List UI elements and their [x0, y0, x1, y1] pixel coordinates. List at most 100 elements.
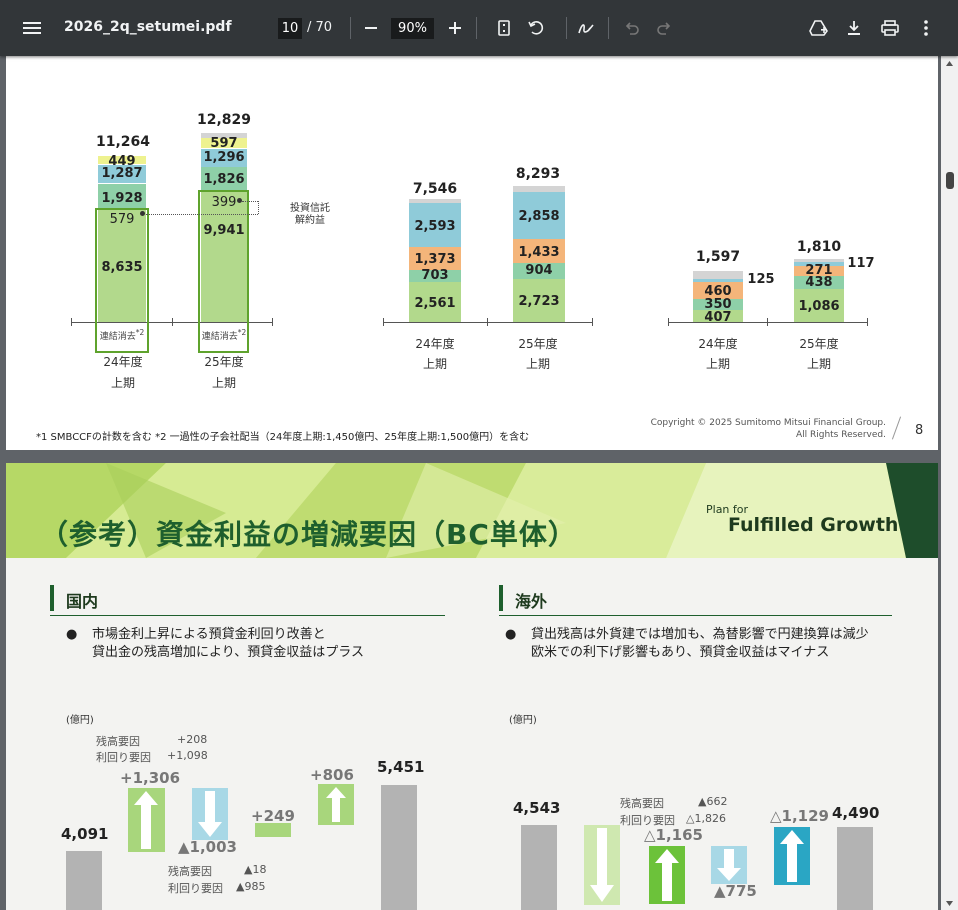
page-count: / 70	[307, 20, 333, 35]
bar-segment	[794, 276, 844, 289]
download-icon[interactable]	[844, 18, 864, 38]
bullet-text: 市場金利上昇による預貸金利回り改善と 貸出金の残高増加により、預貸金収益はプラス	[92, 627, 364, 660]
total-label: 1,810	[796, 239, 842, 255]
highlight-box	[95, 208, 149, 353]
zoom-in-icon[interactable]	[446, 18, 464, 38]
zoom-level-input[interactable]: 90%	[391, 18, 434, 39]
waterfall-bar	[381, 785, 417, 910]
x-label: 上期	[525, 357, 550, 371]
toolbar-divider	[566, 17, 567, 39]
redo-icon[interactable]	[654, 18, 674, 38]
title-banner	[6, 463, 938, 558]
x-label: 上期	[705, 357, 730, 371]
more-options-icon[interactable]	[916, 18, 936, 38]
pdf-page-8: 11,264 449 1,287 1,928 579 8,635 連結消去*2 …	[6, 56, 938, 450]
data-label: 1,433	[518, 245, 560, 260]
data-label: 1,928	[101, 191, 143, 206]
data-label: 2,858	[518, 209, 560, 224]
data-label: 2,593	[414, 219, 456, 234]
toolbar-divider	[350, 17, 351, 39]
waterfall-label: +1,306	[120, 769, 181, 787]
scrollbar-thumb[interactable]	[946, 172, 954, 189]
waterfall-label: ▲1,003	[178, 838, 237, 856]
data-label: 904	[525, 263, 553, 278]
bar-segment	[409, 270, 461, 282]
bar-segment	[98, 165, 146, 183]
toolbar-divider	[608, 17, 609, 39]
toolbar-divider	[476, 17, 477, 39]
bar-segment	[693, 282, 743, 299]
side-label: 125	[747, 272, 775, 287]
bullet-text: 貸出残高は外貨建では増加も、為替影響で円建換算は減少 欧米での利下げ影響もあり、…	[531, 627, 869, 660]
side-label: 117	[847, 256, 875, 271]
page-number: 8	[915, 423, 924, 438]
pdf-page-9: （参考）資金利益の増減要因（BC単体） Plan for Fulfilled G…	[6, 463, 938, 910]
copyright: Copyright © 2025 Sumitomo Mitsui Financi…	[650, 418, 886, 440]
data-label: 2,723	[518, 294, 560, 309]
scroll-up-icon[interactable]	[941, 57, 958, 71]
waterfall-bar	[318, 784, 354, 825]
fit-page-icon[interactable]	[494, 18, 514, 38]
x-label: 24年度	[103, 355, 143, 369]
x-label: 25年度	[799, 337, 839, 351]
logo-text: Fulfilled Growth	[728, 514, 899, 536]
bar-segment	[409, 282, 461, 322]
unit-label: (億円)	[509, 715, 537, 726]
data-label: 8,635	[101, 260, 143, 275]
waterfall-bar	[255, 823, 291, 837]
data-label: 271	[805, 263, 833, 278]
x-label: 25年度	[204, 355, 244, 369]
annotate-pen-icon[interactable]	[576, 18, 596, 38]
bar-segment	[201, 149, 247, 167]
banner-background	[6, 463, 938, 558]
menu-icon[interactable]	[22, 18, 42, 38]
data-label: 438	[805, 275, 833, 290]
waterfall-label: ▲775	[714, 882, 757, 900]
x-label: 上期	[422, 357, 447, 371]
bar-segment	[513, 239, 565, 263]
undo-icon[interactable]	[622, 18, 642, 38]
data-label: 703	[421, 268, 449, 283]
waterfall-bar	[774, 827, 810, 885]
drive-add-icon[interactable]	[808, 18, 830, 38]
vertical-scrollbar[interactable]	[941, 56, 958, 910]
total-label: 11,264	[95, 134, 151, 150]
print-icon[interactable]	[880, 18, 900, 38]
waterfall-bar	[521, 825, 557, 910]
elimination-label: 連結消去	[201, 332, 238, 342]
bar-segment	[409, 203, 461, 247]
annotation-label: 投資信託 解約益	[290, 203, 330, 226]
bar-segment	[513, 192, 565, 239]
elimination-label: 連結消去	[99, 332, 136, 342]
waterfall-bar	[192, 788, 228, 840]
section-heading: 国内	[66, 592, 99, 611]
bullet-dot: ●	[66, 627, 78, 642]
waterfall-start-label: 4,091	[61, 825, 109, 843]
zoom-out-icon[interactable]	[362, 18, 380, 38]
unit-label: (億円)	[66, 715, 94, 726]
waterfall-bar	[584, 825, 620, 905]
down-arrow-icon	[590, 828, 614, 902]
scroll-down-icon[interactable]	[941, 896, 958, 910]
data-label: 1,373	[414, 252, 456, 267]
data-label: 9,941	[203, 223, 245, 238]
up-arrow-icon	[134, 791, 158, 849]
x-label: 上期	[110, 376, 135, 390]
total-label: 1,597	[695, 249, 741, 265]
page-number-input[interactable]: 10	[278, 18, 302, 39]
data-label: 597	[210, 136, 238, 151]
up-arrow-icon	[655, 849, 679, 901]
down-arrow-icon	[717, 849, 741, 881]
section-heading: 海外	[515, 592, 548, 611]
waterfall-start-label: 4,543	[513, 799, 561, 817]
waterfall-label: +806	[310, 766, 354, 784]
waterfall-bar	[711, 846, 747, 884]
x-label: 24年度	[415, 337, 455, 351]
rotate-icon[interactable]	[526, 18, 546, 38]
total-label: 7,546	[412, 181, 458, 197]
data-label: 1,086	[798, 299, 840, 314]
bar-segment	[794, 266, 844, 276]
data-label: 399	[211, 195, 237, 210]
x-label: 上期	[806, 357, 831, 371]
total-label: 8,293	[515, 166, 561, 182]
